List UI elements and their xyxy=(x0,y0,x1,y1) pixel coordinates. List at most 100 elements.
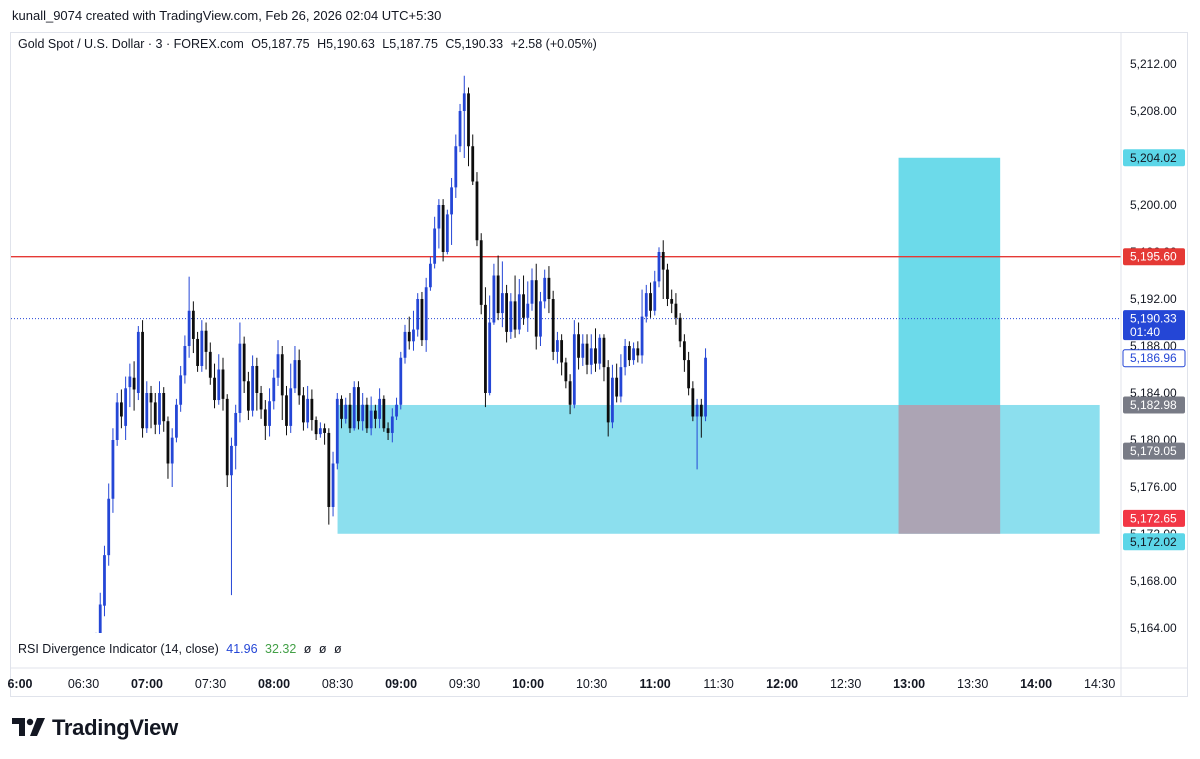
candle-body xyxy=(208,351,212,378)
candle-body xyxy=(293,360,297,389)
candle xyxy=(653,270,657,316)
candle-body xyxy=(179,375,183,405)
candle-body xyxy=(204,330,208,352)
tradingview-logo-icon xyxy=(12,718,45,736)
candle-body xyxy=(479,240,483,305)
candle-body xyxy=(352,387,356,429)
price-tick-label: 5,164.00 xyxy=(1130,621,1177,635)
candle xyxy=(141,320,144,438)
candle-body xyxy=(687,360,691,389)
candle xyxy=(505,284,509,343)
crosshair-badge-label: 5,186.96 xyxy=(1130,351,1177,365)
level-5172-65-badge-label: 5,172.65 xyxy=(1130,511,1177,525)
candle xyxy=(369,396,373,436)
time-tick-label: 07:00 xyxy=(131,677,163,691)
candle-body xyxy=(166,421,170,464)
tradingview-logo[interactable]: TradingView xyxy=(12,715,178,741)
change-value: +2.58 (+0.05%) xyxy=(510,37,597,51)
candle xyxy=(581,334,585,366)
candle-body xyxy=(606,367,610,423)
candle xyxy=(568,374,572,415)
time-tick-label: 13:00 xyxy=(893,677,925,691)
candle xyxy=(509,293,513,339)
chart-frame xyxy=(10,32,1188,697)
candle-body xyxy=(369,410,373,429)
candle xyxy=(276,340,280,386)
candle xyxy=(259,385,263,419)
plot-area xyxy=(11,75,1121,633)
candle-body xyxy=(276,354,280,378)
candle xyxy=(238,322,242,423)
candle xyxy=(390,408,394,443)
candle xyxy=(454,134,458,198)
open-value: O5,187.75 xyxy=(251,37,310,51)
candle-body xyxy=(234,412,238,446)
candle-body xyxy=(602,337,606,368)
candle xyxy=(437,199,441,249)
candle-body xyxy=(699,404,703,417)
candle-body xyxy=(246,381,250,411)
candle-body xyxy=(695,404,699,417)
candle-body xyxy=(357,387,360,422)
candle-body xyxy=(297,360,301,396)
candle-body xyxy=(560,340,564,363)
candle-body xyxy=(238,343,242,413)
candle-body xyxy=(344,404,348,419)
rsi-name: RSI Divergence Indicator (14, close) xyxy=(18,642,219,656)
candle-body xyxy=(454,146,458,188)
candle xyxy=(357,381,360,430)
candle-body xyxy=(509,301,513,332)
candle xyxy=(462,75,466,158)
candle-body xyxy=(678,317,682,342)
candle xyxy=(373,404,377,429)
candle xyxy=(285,385,288,436)
price-chart[interactable]: 5,164.005,168.005,172.005,176.005,180.00… xyxy=(0,0,1200,700)
candle xyxy=(204,322,208,370)
candle xyxy=(623,338,627,376)
rsi-legend[interactable]: RSI Divergence Indicator (14, close) 41.… xyxy=(18,642,346,656)
rsi-value-1: 41.96 xyxy=(226,642,258,656)
candle-body xyxy=(382,398,386,429)
candle-body xyxy=(530,280,534,304)
candle-body xyxy=(221,369,225,399)
candle-body xyxy=(132,377,136,390)
candle xyxy=(395,397,398,421)
candle-body xyxy=(200,330,204,366)
candle xyxy=(458,103,462,153)
candle-body xyxy=(623,346,627,368)
candle xyxy=(543,269,547,309)
time-tick-label: 08:30 xyxy=(322,677,353,691)
candle xyxy=(407,316,411,350)
candle-body xyxy=(403,331,407,358)
time-tick-label: 10:30 xyxy=(576,677,607,691)
candle-body xyxy=(416,299,420,330)
candle-body xyxy=(149,393,153,403)
candle-body xyxy=(555,340,559,352)
candle-body xyxy=(534,280,538,337)
candle xyxy=(674,293,678,325)
candle-body xyxy=(594,348,597,364)
candle xyxy=(119,389,123,429)
candle xyxy=(403,324,407,364)
candle xyxy=(183,335,187,384)
time-tick-label: 14:30 xyxy=(1084,677,1115,691)
zone-bottom-badge-bg xyxy=(1123,533,1185,551)
time-tick-label: 06:30 xyxy=(68,677,99,691)
candle-body xyxy=(543,277,547,302)
candle-body xyxy=(98,604,102,633)
candle xyxy=(382,395,386,432)
candle xyxy=(564,357,568,389)
level-5179-badge-bg xyxy=(1123,442,1185,460)
candle-body xyxy=(585,343,589,365)
candle xyxy=(424,277,428,352)
candle-body xyxy=(348,404,352,429)
candle-body xyxy=(627,346,631,361)
candle-body xyxy=(539,301,542,337)
candle xyxy=(179,365,183,412)
candle-body xyxy=(644,293,648,317)
candle-body xyxy=(526,303,530,318)
resistance-badge: 5,195.60 xyxy=(1123,248,1185,266)
candle xyxy=(450,177,453,245)
level-5172-65-badge-bg xyxy=(1123,509,1185,527)
candle xyxy=(344,397,348,424)
